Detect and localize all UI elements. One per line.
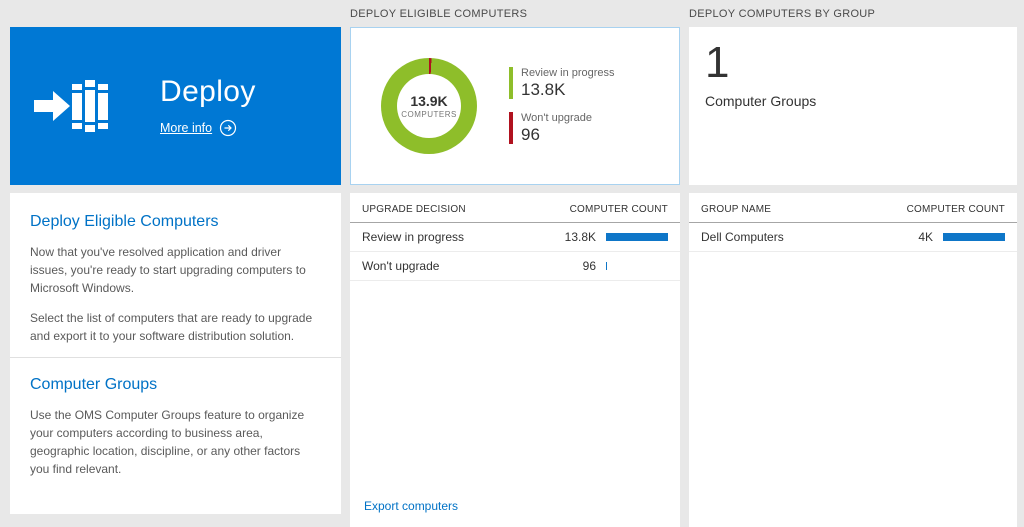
table-row[interactable]: Won't upgrade 96 <box>350 252 680 281</box>
donut-center-label: COMPUTERS <box>401 110 457 119</box>
upgrade-decision-panel: UPGRADE DECISION COMPUTER COUNT Review i… <box>350 193 680 527</box>
row-bar <box>943 233 1005 241</box>
legend-label: Won't upgrade <box>521 112 593 124</box>
donut-legend: Review in progress 13.8K Won't upgrade 9… <box>509 67 615 145</box>
legend-swatch-red <box>509 112 513 144</box>
arrow-circle-icon <box>220 119 237 137</box>
donut-chart: 13.9K COMPUTERS <box>381 58 477 154</box>
column-header-computer-count: COMPUTER COUNT <box>906 204 1005 215</box>
table-row[interactable]: Review in progress 13.8K <box>350 223 680 252</box>
export-row: Export computers <box>350 485 680 527</box>
more-info-link[interactable]: More info <box>160 119 256 137</box>
legend-item-wont-upgrade: Won't upgrade 96 <box>509 112 615 145</box>
deploy-by-group-header: DEPLOY COMPUTERS BY GROUP <box>689 8 876 20</box>
legend-value: 96 <box>521 125 540 144</box>
table-row[interactable]: Dell Computers 4K <box>689 223 1017 252</box>
section-divider <box>10 357 341 358</box>
column-header-computer-count: COMPUTER COUNT <box>569 204 668 215</box>
table-header: GROUP NAME COMPUTER COUNT <box>689 193 1017 223</box>
row-label: Dell Computers <box>701 230 784 244</box>
donut-center-value: 13.9K <box>410 93 448 109</box>
row-bar-track <box>606 262 668 270</box>
export-computers-link[interactable]: Export computers <box>364 499 459 513</box>
computer-groups-count-tile[interactable]: 1 Computer Groups <box>689 27 1017 185</box>
more-info-label[interactable]: More info <box>160 121 213 135</box>
row-label: Won't upgrade <box>362 259 440 273</box>
deploy-eligible-header: DEPLOY ELIGIBLE COMPUTERS <box>350 8 528 20</box>
eligible-computers-donut-tile[interactable]: 13.9K COMPUTERS Review in progress 13.8K… <box>350 27 680 185</box>
legend-swatch-green <box>509 67 513 99</box>
left-column-header <box>10 0 341 27</box>
row-bar <box>606 233 668 241</box>
column-header-group-name: GROUP NAME <box>701 204 772 215</box>
deploy-tile-text: Deploy More info <box>160 75 256 137</box>
row-label: Review in progress <box>362 230 465 244</box>
section-paragraph: Now that you've resolved application and… <box>30 245 306 295</box>
deploy-icon <box>34 80 108 132</box>
row-value: 96 <box>582 259 596 273</box>
section-paragraph: Select the list of computers that are re… <box>30 311 313 343</box>
group-count-value: 1 <box>705 38 730 87</box>
row-bar-track <box>606 233 668 241</box>
row-bar <box>606 262 608 270</box>
table-header: UPGRADE DECISION COMPUTER COUNT <box>350 193 680 223</box>
legend-value: 13.8K <box>521 80 566 99</box>
page-title: Deploy <box>160 75 256 108</box>
row-value: 4K <box>918 230 933 244</box>
legend-item-review: Review in progress 13.8K <box>509 67 615 100</box>
section-paragraph: Use the OMS Computer Groups feature to o… <box>30 408 305 476</box>
group-table-panel: GROUP NAME COMPUTER COUNT Dell Computers… <box>689 193 1017 527</box>
section-heading-deploy-eligible: Deploy Eligible Computers <box>30 213 219 230</box>
deploy-blade-tile: Deploy More info <box>10 27 341 185</box>
column-deploy-eligible: DEPLOY ELIGIBLE COMPUTERS 13.9K COMPUTER… <box>350 0 680 527</box>
section-heading-computer-groups: Computer Groups <box>30 376 158 393</box>
column-deploy-overview: Deploy More info Deploy Eligible Compute… <box>10 0 341 527</box>
row-value: 13.8K <box>564 230 596 244</box>
column-header-upgrade-decision: UPGRADE DECISION <box>362 204 466 215</box>
row-bar-track <box>943 233 1005 241</box>
legend-label: Review in progress <box>521 67 615 79</box>
group-count-label: Computer Groups <box>705 93 817 110</box>
column-deploy-by-group: DEPLOY COMPUTERS BY GROUP 1 Computer Gro… <box>689 0 1017 527</box>
deploy-description-panel: Deploy Eligible Computers Now that you'v… <box>10 193 341 514</box>
donut-center: 13.9K COMPUTERS <box>397 74 461 138</box>
